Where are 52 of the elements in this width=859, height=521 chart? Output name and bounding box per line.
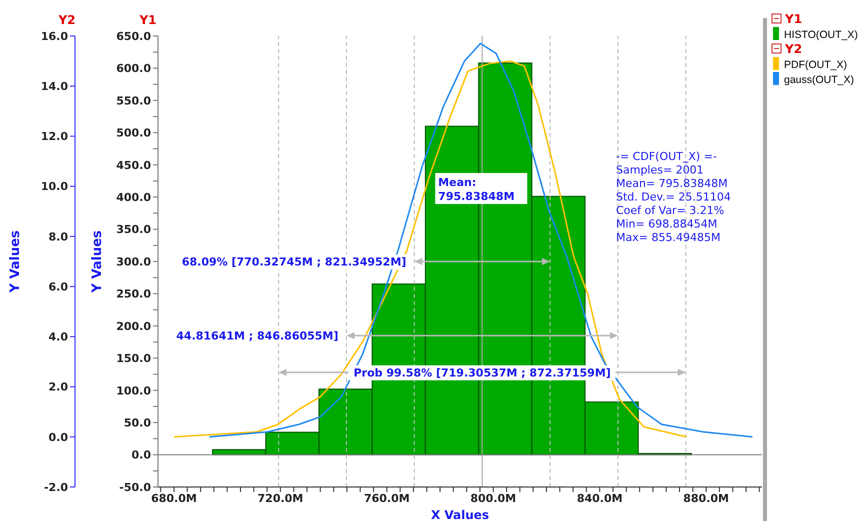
x-tick-label: 720.0M (258, 492, 304, 505)
y-tick-label: 50.0 (124, 416, 152, 430)
annotation: 68.09% [770.32745M ; 821.34952M] (182, 256, 406, 268)
text: Y2 (784, 42, 802, 56)
annotation: Mean= 795.83848M (616, 177, 728, 190)
y-tick-label: 0.0 (132, 448, 152, 462)
y2-tick-label: 0.0 (48, 430, 68, 444)
y-tick-label: 450.0 (116, 158, 152, 172)
y2-tick-label: 4.0 (48, 330, 68, 344)
legend-label: HISTO(OUT_X) (784, 29, 858, 41)
x-tick-label: 680.0M (151, 492, 197, 505)
y2-tick-label: 8.0 (48, 230, 68, 244)
y-tick-label: 650.0 (116, 30, 152, 43)
annotation: Max= 855.49485M (616, 231, 720, 244)
annotation: Samples= 2001 (616, 164, 704, 176)
y2-tick-label: 16.0 (40, 30, 68, 43)
annotation: -= CDF(OUT_X) =- (616, 150, 717, 163)
x-tick-label: 800.0M (470, 492, 516, 505)
x-tick-label: 880.0M (683, 492, 729, 505)
y-tick-label: 250.0 (116, 288, 152, 301)
y-tick-label: -50.0 (119, 480, 152, 494)
annotation: Min= 698.88454M (616, 218, 718, 230)
y-tick-label: 150.0 (116, 352, 152, 366)
y-axis-title: Y Values (90, 230, 105, 294)
text: Y1 (785, 12, 802, 26)
y2-tick-label: 2.0 (48, 380, 68, 394)
x-tick-label: 840.0M (576, 492, 623, 505)
text: Y2 (58, 13, 76, 27)
y-tick-label: 300.0 (116, 255, 152, 268)
legend-label: gauss(OUT_X) (784, 74, 854, 86)
y2-tick-label: 10.0 (40, 180, 68, 194)
y2-tick-label: 14.0 (40, 80, 68, 94)
y-tick-label: 350.0 (116, 223, 152, 236)
y2-axis-title: Y Values (8, 230, 23, 294)
legend-label: PDF(OUT_X) (784, 59, 847, 71)
y-tick-label: 400.0 (116, 190, 152, 204)
y-tick-label: 600.0 (116, 62, 152, 76)
y-tick-label: 550.0 (116, 94, 152, 108)
x-tick-label: 760.0M (364, 492, 410, 505)
ref-line-label: Mean: 795.83848M (438, 176, 515, 203)
annotation: Prob 99.58% [719.30537M ; 872.37159M] (354, 366, 611, 380)
y-tick-label: 500.0 (116, 126, 152, 140)
y-tick-label: 200.0 (116, 320, 152, 333)
y2-tick-label: -2.0 (44, 480, 68, 494)
annotation: 44.81641M ; 846.86055M] (176, 330, 338, 343)
annotation: Std. Dev.= 25.51104 (616, 190, 731, 204)
x-axis-title: X Values (430, 508, 490, 521)
y-tick-label: 100.0 (116, 384, 152, 398)
annotation: Coef of Var= 3.21% (616, 204, 724, 217)
y2-tick-label: 6.0 (48, 280, 68, 294)
text: Y1 (138, 13, 157, 27)
y2-tick-label: 12.0 (40, 130, 68, 144)
